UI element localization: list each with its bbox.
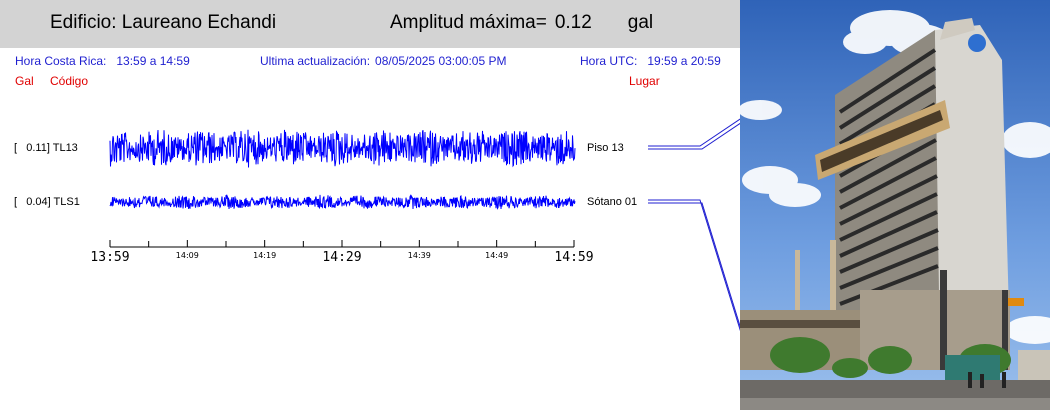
tick-label: 14:29: [322, 250, 361, 265]
tick-label: 14:59: [554, 250, 593, 265]
connector-piso-13: [648, 118, 740, 147]
tick-label: 14:19: [253, 251, 276, 260]
utc-time-value: 19:59 a 20:59: [647, 54, 721, 68]
connector-sotano-01: [648, 199, 740, 332]
utc-time: Hora UTC: 19:59 a 20:59: [580, 54, 721, 68]
tick-label: 14:49: [485, 251, 508, 260]
building-title: Edificio: Laureano Echandi: [50, 12, 277, 33]
max-amplitude-value: 0.12: [554, 12, 592, 33]
channel-label-tls1: [ 0.04] TLS1: [14, 196, 80, 208]
column-gal: Gal: [15, 74, 34, 88]
local-time-label: Hora Costa Rica:: [15, 54, 107, 68]
last-update-value: 08/05/2025 03:00:05 PM: [375, 54, 507, 68]
utc-time-label: Hora UTC:: [580, 54, 638, 68]
waveform-tl13: [109, 129, 576, 168]
local-time-value: 13:59 a 14:59: [116, 54, 190, 68]
column-code: Código: [50, 74, 89, 88]
tick-label: 14:09: [176, 251, 199, 260]
tick-label: 13:59: [90, 250, 129, 265]
connector-sotano-01-b: [648, 202, 740, 328]
local-time: Hora Costa Rica: 13:59 a 14:59: [15, 54, 190, 68]
max-amplitude: Amplitud máxima= 0.12 gal: [390, 12, 653, 34]
channel-label-tl13: [ 0.11] TL13: [14, 142, 78, 154]
max-amplitude-label: Amplitud máxima=: [390, 12, 547, 33]
last-update: Ultima actualización: 08/05/2025 03:00:05…: [260, 54, 506, 68]
place-sotano-01: Sótano 01: [587, 196, 638, 208]
seismogram-plot: 13:59 14:09 14:19 14:29 14:39 14:49 14:59: [90, 118, 740, 332]
place-piso-13: Piso 13: [587, 142, 624, 154]
building-photo: [740, 0, 1050, 410]
waveform-tls1: [109, 193, 576, 210]
waveform-traces: [109, 129, 576, 210]
connector-piso-13-b: [648, 122, 740, 150]
time-axis-ticks: 13:59 14:09 14:19 14:29 14:39 14:49 14:59: [90, 240, 594, 265]
column-place: Lugar: [629, 74, 660, 88]
header-bar: Edificio: Laureano Echandi Amplitud máxi…: [0, 0, 740, 48]
tick-label: 14:39: [408, 251, 431, 260]
max-amplitude-unit: gal: [627, 12, 654, 33]
last-update-label: Ultima actualización:: [260, 54, 371, 68]
